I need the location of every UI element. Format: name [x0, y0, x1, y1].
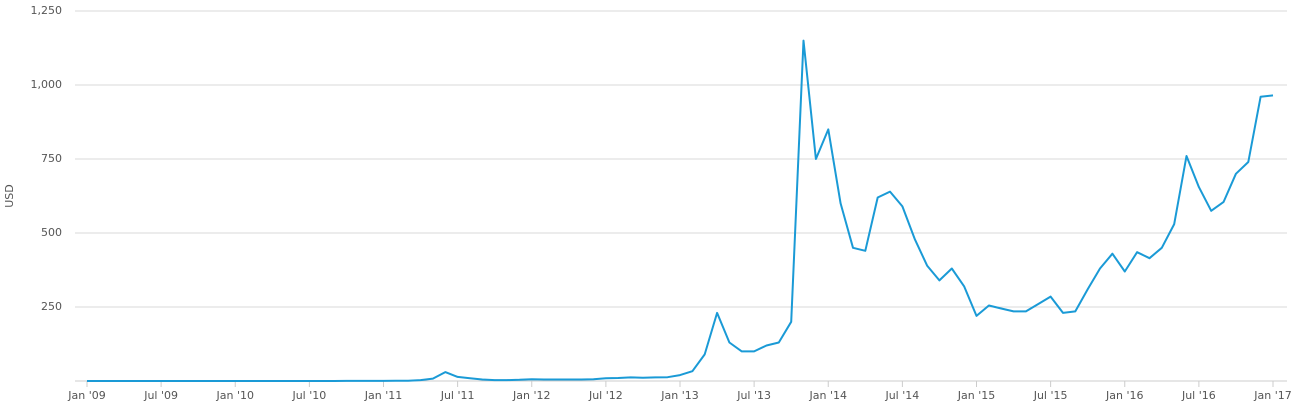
x-tick-label: Jan '10: [216, 389, 254, 402]
x-tick-label: Jul '14: [884, 389, 919, 402]
x-tick-label: Jan '12: [512, 389, 550, 402]
y-tick-label: 250: [41, 300, 62, 313]
x-tick-label: Jan '17: [1253, 389, 1291, 402]
x-tick-label: Jul '11: [440, 389, 475, 402]
x-tick-label: Jul '10: [291, 389, 326, 402]
x-tick-label: Jul '09: [143, 389, 178, 402]
x-tick-label: Jul '15: [1033, 389, 1068, 402]
price-line: [87, 39, 1274, 382]
y-tick-label: 750: [41, 152, 62, 165]
x-tick-label: Jul '16: [1181, 389, 1216, 402]
y-axis-label: USD: [3, 184, 16, 208]
x-tick-label: Jan '11: [364, 389, 402, 402]
x-tick-label: Jul '12: [588, 389, 623, 402]
x-tick-label: Jan '16: [1105, 389, 1143, 402]
x-tick-label: Jan '09: [67, 389, 105, 402]
x-tick-label: Jan '13: [660, 389, 698, 402]
y-tick-label: 1,250: [31, 4, 63, 17]
x-tick-label: Jan '15: [957, 389, 995, 402]
x-tick-label: Jul '13: [736, 389, 771, 402]
y-tick-label: 500: [41, 226, 62, 239]
x-tick-label: Jan '14: [809, 389, 847, 402]
y-tick-label: 1,000: [31, 78, 63, 91]
